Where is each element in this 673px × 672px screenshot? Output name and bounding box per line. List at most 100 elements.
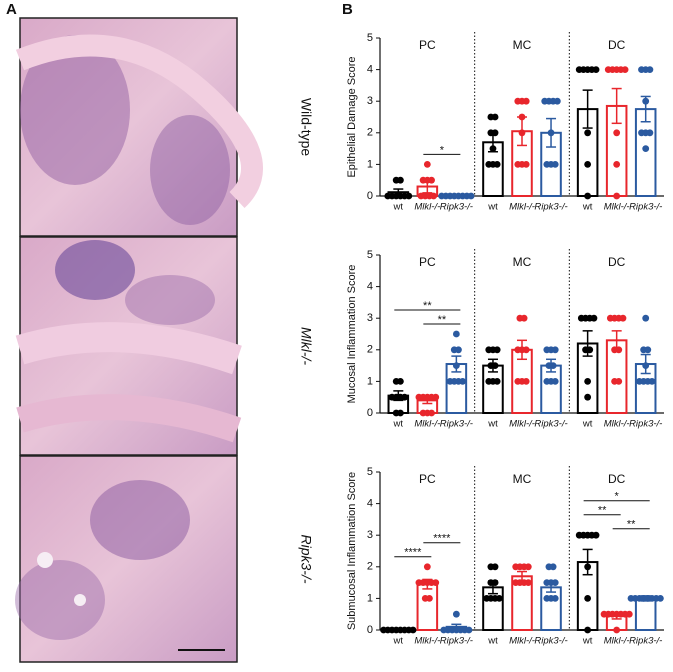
data-point	[615, 378, 623, 385]
x-tick-label: Ripk3-/-	[440, 419, 473, 430]
y-tick-label: 4	[367, 498, 373, 510]
data-point	[409, 626, 417, 634]
data-point	[584, 595, 592, 602]
data-point	[423, 563, 431, 571]
data-point	[428, 176, 435, 184]
x-tick-label: Ripk3-/-	[534, 419, 567, 430]
x-tick-label: Mlkl-/-	[414, 419, 440, 430]
x-tick-label: Mlkl-/-	[414, 636, 440, 647]
histology-panel	[15, 17, 263, 663]
data-point	[522, 97, 530, 105]
data-point	[489, 145, 497, 153]
data-point	[592, 531, 600, 539]
data-point	[584, 129, 592, 137]
y-tick-label: 1	[367, 592, 373, 604]
data-point	[584, 563, 592, 571]
bar	[482, 364, 504, 415]
data-point	[432, 393, 440, 401]
significance-label: **	[627, 519, 636, 531]
x-tick-label: Mlkl-/-	[604, 419, 630, 430]
x-tick-label: Mlkl-/-	[509, 202, 535, 213]
x-tick-label: Ripk3-/-	[440, 202, 473, 213]
x-tick-label: Mlkl-/-	[604, 636, 630, 647]
data-point	[584, 626, 592, 634]
data-point	[584, 393, 592, 401]
data-point	[467, 192, 475, 200]
data-point	[493, 346, 501, 354]
data-point	[551, 595, 559, 602]
data-point	[491, 579, 499, 586]
data-point	[625, 610, 633, 618]
data-point	[495, 595, 503, 602]
bar	[540, 586, 562, 632]
data-point	[642, 97, 650, 105]
y-tick-label: 2	[367, 127, 373, 139]
x-tick-label: Ripk3-/-	[629, 419, 662, 430]
data-point	[613, 626, 621, 634]
y-tick-label: 4	[367, 64, 373, 76]
group-label: PC	[419, 255, 436, 269]
data-point	[646, 66, 654, 73]
significance-label: ****	[404, 547, 422, 559]
x-tick-label: wt	[393, 202, 404, 213]
x-tick-label: Ripk3-/-	[629, 636, 662, 647]
data-point	[656, 595, 664, 602]
bar	[416, 583, 439, 631]
data-point	[642, 362, 650, 369]
x-tick-label: wt	[487, 202, 498, 213]
data-point	[522, 161, 530, 168]
data-point	[452, 610, 460, 618]
x-tick-label: wt	[487, 419, 498, 430]
data-point	[401, 393, 409, 401]
y-tick-label: 4	[367, 281, 373, 293]
x-tick-label: Mlkl-/-	[509, 636, 535, 647]
panel-label: B	[342, 1, 353, 18]
data-point	[615, 346, 623, 354]
data-point	[642, 145, 650, 153]
group-label: MC	[513, 38, 532, 52]
data-point	[459, 378, 467, 385]
significance-label: **	[598, 505, 607, 517]
error-bar	[582, 89, 593, 129]
data-point	[551, 579, 559, 586]
data-point	[491, 362, 499, 369]
error-bar	[611, 87, 622, 125]
y-tick-label: 2	[367, 561, 373, 573]
data-point	[592, 66, 600, 73]
y-axis-label: Mucosal Inflammation Score	[346, 265, 358, 404]
data-point	[621, 66, 629, 73]
data-point	[430, 192, 438, 200]
group-label: PC	[419, 38, 436, 52]
image-label: Wild-type	[298, 98, 314, 157]
data-point	[397, 409, 404, 417]
data-point	[613, 129, 621, 137]
group-label: MC	[513, 472, 532, 486]
data-point	[522, 378, 530, 385]
x-tick-label: wt	[393, 636, 404, 647]
x-tick-label: Ripk3-/-	[440, 636, 473, 647]
data-point	[584, 192, 592, 200]
data-point	[465, 626, 473, 634]
data-point	[646, 129, 654, 137]
x-tick-label: Mlkl-/-	[414, 202, 440, 213]
y-tick-label: 1	[367, 375, 373, 387]
data-point	[613, 192, 621, 200]
data-point	[493, 161, 501, 168]
y-tick-label: 1	[367, 158, 373, 170]
data-point	[547, 129, 555, 137]
significance-label: ****	[433, 533, 451, 545]
data-point	[397, 378, 404, 385]
data-point	[524, 579, 532, 586]
data-point	[648, 378, 656, 385]
y-tick-label: 3	[367, 312, 373, 324]
data-point	[524, 563, 532, 571]
data-point	[455, 346, 462, 354]
significance-label: **	[438, 314, 447, 326]
image-label: Mlkl-/-	[298, 327, 314, 365]
y-tick-label: 5	[367, 32, 373, 44]
data-point	[491, 563, 499, 571]
data-point	[520, 314, 528, 322]
error-bar	[582, 548, 593, 576]
data-point	[493, 378, 501, 385]
y-tick-label: 2	[367, 344, 373, 356]
